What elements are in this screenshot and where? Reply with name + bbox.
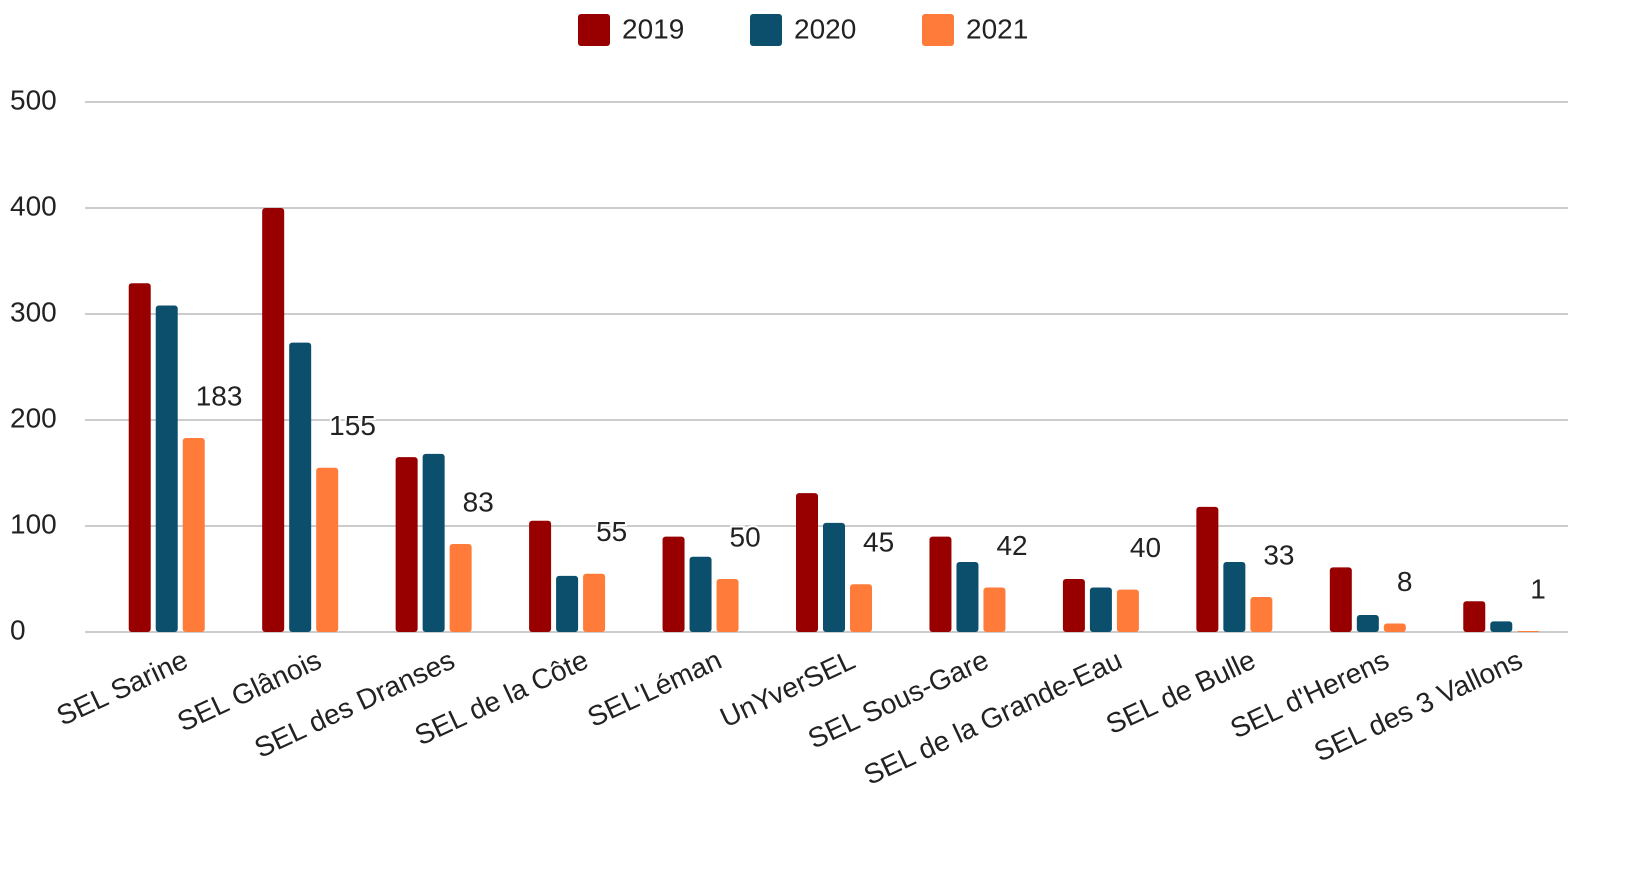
bar bbox=[1356, 615, 1379, 632]
data-label: 42 bbox=[996, 530, 1027, 561]
bar bbox=[262, 208, 285, 632]
legend-swatch bbox=[750, 14, 782, 46]
bar bbox=[983, 587, 1006, 632]
legend-swatch bbox=[578, 14, 610, 46]
bar bbox=[155, 305, 178, 632]
data-label: 40 bbox=[1130, 532, 1161, 563]
legend-label: 2021 bbox=[966, 13, 1028, 44]
x-tick-label: SEL Sarine bbox=[52, 644, 193, 732]
bar bbox=[1490, 621, 1513, 632]
legend-swatch bbox=[922, 14, 954, 46]
bar bbox=[850, 584, 872, 632]
bar bbox=[289, 342, 312, 632]
legend-label: 2020 bbox=[794, 13, 856, 44]
y-tick-label: 0 bbox=[10, 614, 26, 645]
bar bbox=[956, 562, 979, 632]
bar bbox=[1062, 579, 1085, 632]
bar bbox=[716, 579, 739, 632]
data-label: 155 bbox=[329, 410, 376, 441]
bar bbox=[823, 522, 845, 632]
bar bbox=[316, 467, 339, 632]
bar bbox=[1463, 601, 1486, 632]
y-tick-label: 400 bbox=[10, 190, 57, 221]
data-label: 1 bbox=[1530, 573, 1546, 604]
bar bbox=[929, 536, 952, 632]
data-label: 183 bbox=[196, 380, 243, 411]
data-label: 45 bbox=[863, 527, 894, 558]
data-label: 33 bbox=[1263, 539, 1294, 570]
x-tick-label: SEL de la Grande-Eau bbox=[859, 644, 1127, 791]
bar bbox=[128, 283, 151, 632]
bar bbox=[796, 493, 818, 632]
bar bbox=[182, 438, 205, 632]
bar bbox=[395, 457, 418, 632]
bar bbox=[1223, 562, 1246, 632]
data-label: 83 bbox=[463, 486, 494, 517]
bar bbox=[1329, 567, 1352, 632]
bar bbox=[422, 453, 445, 632]
bar bbox=[556, 575, 579, 632]
bar bbox=[529, 520, 552, 632]
y-tick-label: 200 bbox=[10, 402, 57, 433]
x-tick-label: SEL'Léman bbox=[583, 644, 727, 733]
bar bbox=[1383, 623, 1406, 632]
y-tick-label: 500 bbox=[10, 84, 57, 115]
bar bbox=[583, 573, 606, 632]
bar bbox=[449, 544, 472, 632]
bar bbox=[1196, 506, 1219, 632]
bar bbox=[1250, 597, 1273, 632]
data-label: 50 bbox=[730, 521, 761, 552]
y-tick-label: 300 bbox=[10, 296, 57, 327]
bar bbox=[1116, 589, 1139, 632]
y-tick-label: 100 bbox=[10, 508, 57, 539]
legend-label: 2019 bbox=[622, 13, 684, 44]
bar bbox=[1517, 630, 1540, 632]
bar bbox=[662, 536, 685, 632]
data-label: 55 bbox=[596, 516, 627, 547]
bar bbox=[1089, 587, 1112, 632]
bar bbox=[689, 556, 712, 632]
data-label: 8 bbox=[1397, 566, 1413, 597]
